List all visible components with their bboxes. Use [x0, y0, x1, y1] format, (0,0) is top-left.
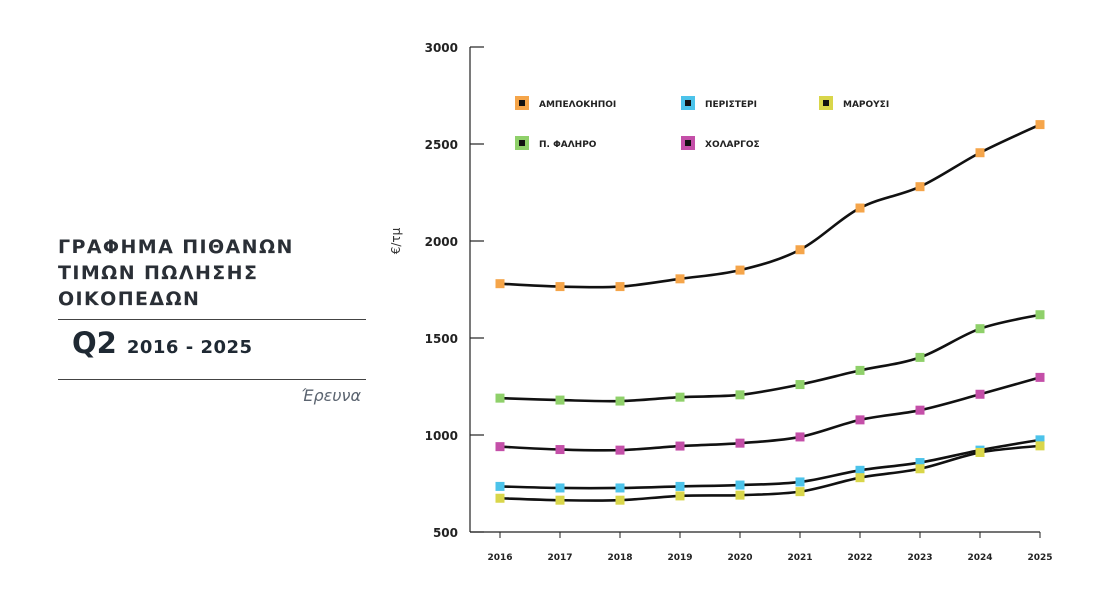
data-point-4-7 — [915, 405, 925, 415]
x-tick-label: 2016 — [487, 553, 512, 563]
series-line-0 — [499, 123, 1041, 289]
data-point-4-8 — [975, 389, 985, 399]
x-tick-label: 2024 — [967, 553, 992, 563]
data-point-3-0 — [495, 393, 505, 403]
data-point-3-5 — [795, 380, 805, 390]
legend-swatch-center-3 — [519, 140, 525, 146]
y-tick-label: 1500 — [425, 332, 458, 346]
series-line-3 — [499, 313, 1041, 403]
data-point-0-1 — [555, 282, 565, 292]
data-point-4-3 — [675, 441, 685, 451]
title-divider-bottom — [58, 379, 366, 380]
data-point-0-5 — [795, 245, 805, 255]
legend-swatch-center-1 — [685, 100, 691, 106]
data-point-3-9 — [1035, 310, 1045, 320]
data-point-1-4 — [735, 480, 745, 490]
data-point-0-4 — [735, 265, 745, 275]
data-point-3-4 — [735, 390, 745, 400]
data-point-3-7 — [915, 352, 925, 362]
period-label: Q2 2016 - 2025 — [72, 326, 253, 360]
series-line-1 — [499, 438, 1041, 490]
data-point-4-9 — [1035, 372, 1045, 382]
data-point-3-3 — [675, 392, 685, 402]
data-point-0-3 — [675, 274, 685, 284]
data-point-0-7 — [915, 182, 925, 192]
data-point-0-2 — [615, 282, 625, 292]
legend-label-1: ΠΕΡΙΣΤΕΡΙ — [705, 100, 757, 110]
legend-swatch-center-2 — [823, 100, 829, 106]
chart-series-markers — [495, 120, 1045, 505]
data-point-4-4 — [735, 438, 745, 448]
data-point-1-1 — [555, 483, 565, 493]
data-point-2-0 — [495, 493, 505, 503]
data-point-3-8 — [975, 324, 985, 334]
x-tick-label: 2017 — [547, 553, 572, 563]
quarter-label: Q2 — [72, 326, 117, 360]
data-point-2-9 — [1035, 441, 1045, 451]
data-point-2-8 — [975, 447, 985, 457]
data-point-2-7 — [915, 464, 925, 474]
data-point-3-2 — [615, 396, 625, 406]
chart-axes: 500 1000 1500 2000 2500 3000 2016 2017 2018 2019 2… — [389, 41, 1053, 563]
data-point-1-3 — [675, 481, 685, 491]
legend-label-0: ΑΜΠΕΛΟΚΗΠΟΙ — [539, 100, 616, 110]
chart-series-lines — [499, 123, 1041, 502]
data-point-2-3 — [675, 491, 685, 501]
data-point-4-6 — [855, 415, 865, 425]
data-point-2-1 — [555, 495, 565, 505]
x-tick-label: 2019 — [667, 553, 692, 563]
legend-swatch-center-0 — [519, 100, 525, 106]
y-tick-label: 500 — [433, 526, 458, 540]
x-tick-label: 2021 — [787, 553, 812, 563]
data-point-4-1 — [555, 445, 565, 455]
title-divider-top — [58, 319, 366, 320]
data-point-1-0 — [495, 481, 505, 491]
data-point-0-8 — [975, 148, 985, 158]
source-label: Έρευνα — [301, 386, 361, 405]
data-point-2-4 — [735, 490, 745, 500]
data-point-1-2 — [615, 483, 625, 493]
x-tick-label: 2023 — [907, 553, 932, 563]
x-tick-label: 2022 — [847, 553, 872, 563]
panel-title: ΓΡΑΦΗΜΑ ΠΙΘΑΝΩΝ ΤΙΜΩΝ ΠΩΛΗΣΗΣ ΟΙΚΟΠΕΔΩΝ — [58, 234, 366, 312]
data-point-4-5 — [795, 432, 805, 442]
data-point-1-5 — [795, 477, 805, 487]
y-tick-label: 3000 — [425, 41, 458, 55]
series-line-2 — [499, 444, 1041, 502]
data-point-0-6 — [855, 203, 865, 213]
y-tick-label: 2500 — [425, 138, 458, 152]
data-point-1-9 — [1035, 435, 1045, 445]
series-line-4 — [499, 376, 1041, 452]
price-line-chart: 500 1000 1500 2000 2500 3000 2016 2017 2018 2019 2… — [389, 41, 1053, 563]
data-point-3-1 — [555, 395, 565, 405]
legend-label-3: Π. ΦΑΛΗΡΟ — [539, 140, 597, 150]
y-tick-label: 1000 — [425, 429, 458, 443]
data-point-4-0 — [495, 442, 505, 452]
y-axis-label: €/τμ — [389, 227, 403, 254]
data-point-0-0 — [495, 279, 505, 289]
x-tick-label: 2020 — [727, 553, 752, 563]
legend-label-4: ΧΟΛΑΡΓΟΣ — [705, 140, 760, 150]
panel-title-line-2: ΤΙΜΩΝ ΠΩΛΗΣΗΣ — [58, 262, 259, 284]
data-point-0-9 — [1035, 120, 1045, 130]
data-point-2-6 — [855, 473, 865, 483]
data-point-1-7 — [915, 458, 925, 468]
y-tick-label: 2000 — [425, 235, 458, 249]
panel-title-line-3: ΟΙΚΟΠΕΔΩΝ — [58, 288, 201, 310]
data-point-2-5 — [795, 487, 805, 497]
legend-label-2: ΜΑΡΟΥΣΙ — [843, 100, 889, 110]
data-point-2-2 — [615, 495, 625, 505]
chart-title-block: ΓΡΑΦΗΜΑ ΠΙΘΑΝΩΝ ΤΙΜΩΝ ΠΩΛΗΣΗΣ ΟΙΚΟΠΕΔΩΝ — [58, 234, 366, 312]
panel-title-line-1: ΓΡΑΦΗΜΑ ΠΙΘΑΝΩΝ — [58, 236, 294, 258]
years-label: 2016 - 2025 — [126, 337, 253, 358]
legend-swatch-center-4 — [685, 140, 691, 146]
chart-legend: ΑΜΠΕΛΟΚΗΠΟΙ ΠΕΡΙΣΤΕΡΙ ΜΑΡΟΥΣΙ Π. ΦΑΛΗΡΟ ΧΟΛΑ… — [515, 96, 889, 150]
x-tick-label: 2025 — [1027, 553, 1052, 563]
x-tick-label: 2018 — [607, 553, 632, 563]
data-point-1-6 — [855, 465, 865, 475]
data-point-4-2 — [615, 445, 625, 455]
data-point-3-6 — [855, 365, 865, 375]
